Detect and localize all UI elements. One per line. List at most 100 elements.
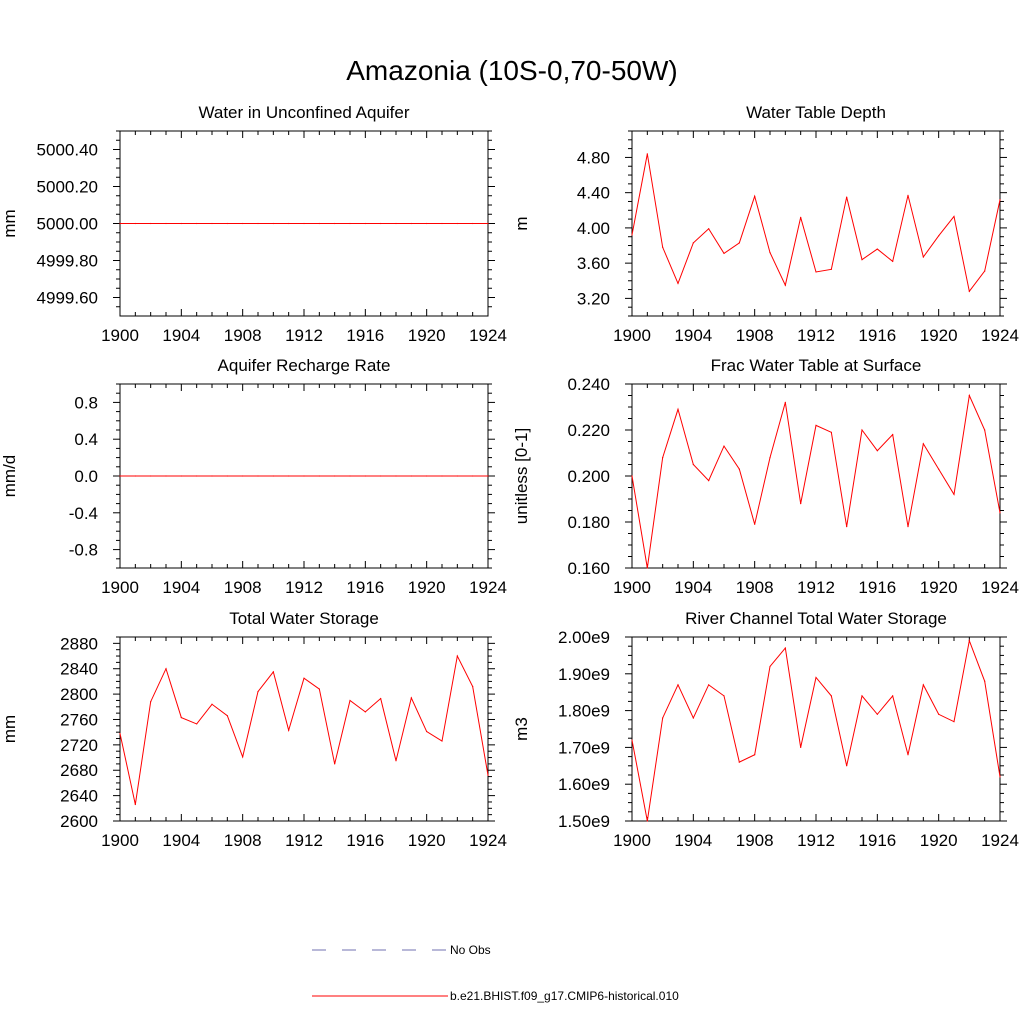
data-point (395, 222, 397, 225)
data-point (196, 222, 198, 225)
plot-frame (631, 636, 1001, 822)
data-point (441, 222, 443, 225)
y-tick-label: 4999.80 (37, 252, 98, 271)
data-point (692, 463, 694, 466)
data-point (846, 765, 848, 767)
data-point (395, 760, 397, 762)
data-point (800, 746, 802, 749)
data-point (631, 475, 633, 477)
chart-panel-5: Total Water Storage mm 1900 1904 1908 1912 191… (0, 609, 507, 850)
y-tick-label: 1.80e9 (558, 702, 610, 721)
data-point (907, 526, 909, 528)
data-point (876, 450, 878, 452)
data-point (861, 259, 863, 261)
data-point (677, 408, 679, 410)
y-tick-label: 0.200 (567, 467, 610, 486)
data-point (846, 526, 848, 528)
y-tick-label: 2800 (60, 685, 98, 704)
x-tick-label: 1916 (858, 831, 896, 850)
data-point (303, 677, 305, 679)
data-point (349, 475, 351, 477)
data-point (815, 271, 817, 273)
data-point (769, 665, 771, 668)
data-point (150, 701, 152, 703)
data-point (318, 688, 320, 690)
data-point (165, 475, 167, 477)
data-point (334, 222, 336, 225)
data-point (426, 222, 428, 225)
data-point (288, 729, 290, 731)
y-tick-label: 5000.00 (37, 215, 98, 234)
data-point (830, 431, 832, 433)
data-point (364, 222, 366, 225)
y-tick-label: 2760 (60, 710, 98, 729)
y-axis-label: mm/d (0, 455, 19, 498)
data-point (692, 717, 694, 719)
data-point (226, 715, 228, 717)
data-point (953, 215, 955, 218)
data-point (861, 695, 863, 697)
data-point (257, 475, 259, 477)
x-tick-label: 1920 (920, 578, 958, 597)
x-tick-label: 1908 (224, 578, 262, 597)
legend-label: b.e21.BHIST.f09_g17.CMIP6-historical.010 (450, 989, 679, 1003)
chart-panel-2: Water Table Depth m 1900 1904 1908 1912 1916 19… (512, 103, 1019, 345)
y-tick-label: 0.0 (74, 467, 98, 486)
x-tick-label: 1916 (858, 326, 896, 345)
data-point (272, 671, 274, 673)
data-point (318, 222, 320, 225)
data-point (968, 394, 970, 397)
data-point (815, 676, 817, 679)
data-point (226, 222, 228, 225)
y-tick-label: 0.220 (567, 421, 610, 440)
y-tick-label: 1.90e9 (558, 665, 610, 684)
data-point (876, 248, 878, 250)
data-point (349, 222, 351, 225)
x-tick-label: 1904 (162, 578, 200, 597)
x-tick-label: 1920 (920, 326, 958, 345)
x-tick-label: 1924 (981, 578, 1019, 597)
chart-title: Frac Water Table at Surface (711, 356, 922, 375)
x-tick-label: 1924 (981, 831, 1019, 850)
data-point (211, 222, 213, 225)
data-point (723, 695, 725, 697)
x-tick-label: 1920 (408, 578, 446, 597)
data-point (830, 268, 832, 270)
data-point (754, 195, 756, 197)
data-point (769, 457, 771, 459)
y-tick-label: 5000.20 (37, 178, 98, 197)
data-point (180, 222, 182, 225)
data-point (800, 216, 802, 218)
data-point (134, 475, 136, 477)
data-point (487, 222, 489, 225)
y-tick-label: 4.40 (577, 184, 610, 203)
data-point (938, 713, 940, 715)
data-point (938, 468, 940, 470)
data-point (410, 222, 412, 225)
y-tick-label: 2720 (60, 736, 98, 755)
x-tick-label: 1920 (920, 831, 958, 850)
data-point (662, 717, 664, 719)
data-point (892, 260, 894, 262)
y-tick-label: 3.20 (577, 289, 610, 308)
data-point (150, 475, 152, 477)
data-point (487, 475, 489, 477)
x-tick-label: 1912 (285, 831, 323, 850)
y-axis-label: mm (0, 715, 19, 743)
x-tick-label: 1912 (797, 831, 835, 850)
y-tick-label: 0.160 (567, 559, 610, 578)
data-point (999, 512, 1001, 514)
x-tick-label: 1908 (224, 326, 262, 345)
x-tick-label: 1924 (469, 326, 507, 345)
y-axis-label: m3 (512, 717, 531, 741)
x-tick-label: 1908 (736, 831, 774, 850)
data-point (953, 721, 955, 723)
data-point (119, 475, 121, 477)
y-tick-label: 0.180 (567, 513, 610, 532)
x-tick-label: 1924 (981, 326, 1019, 345)
data-point (892, 695, 894, 697)
data-point (242, 756, 244, 758)
data-point (846, 196, 848, 198)
data-point (456, 655, 458, 657)
chart-title: Aquifer Recharge Rate (218, 356, 391, 375)
